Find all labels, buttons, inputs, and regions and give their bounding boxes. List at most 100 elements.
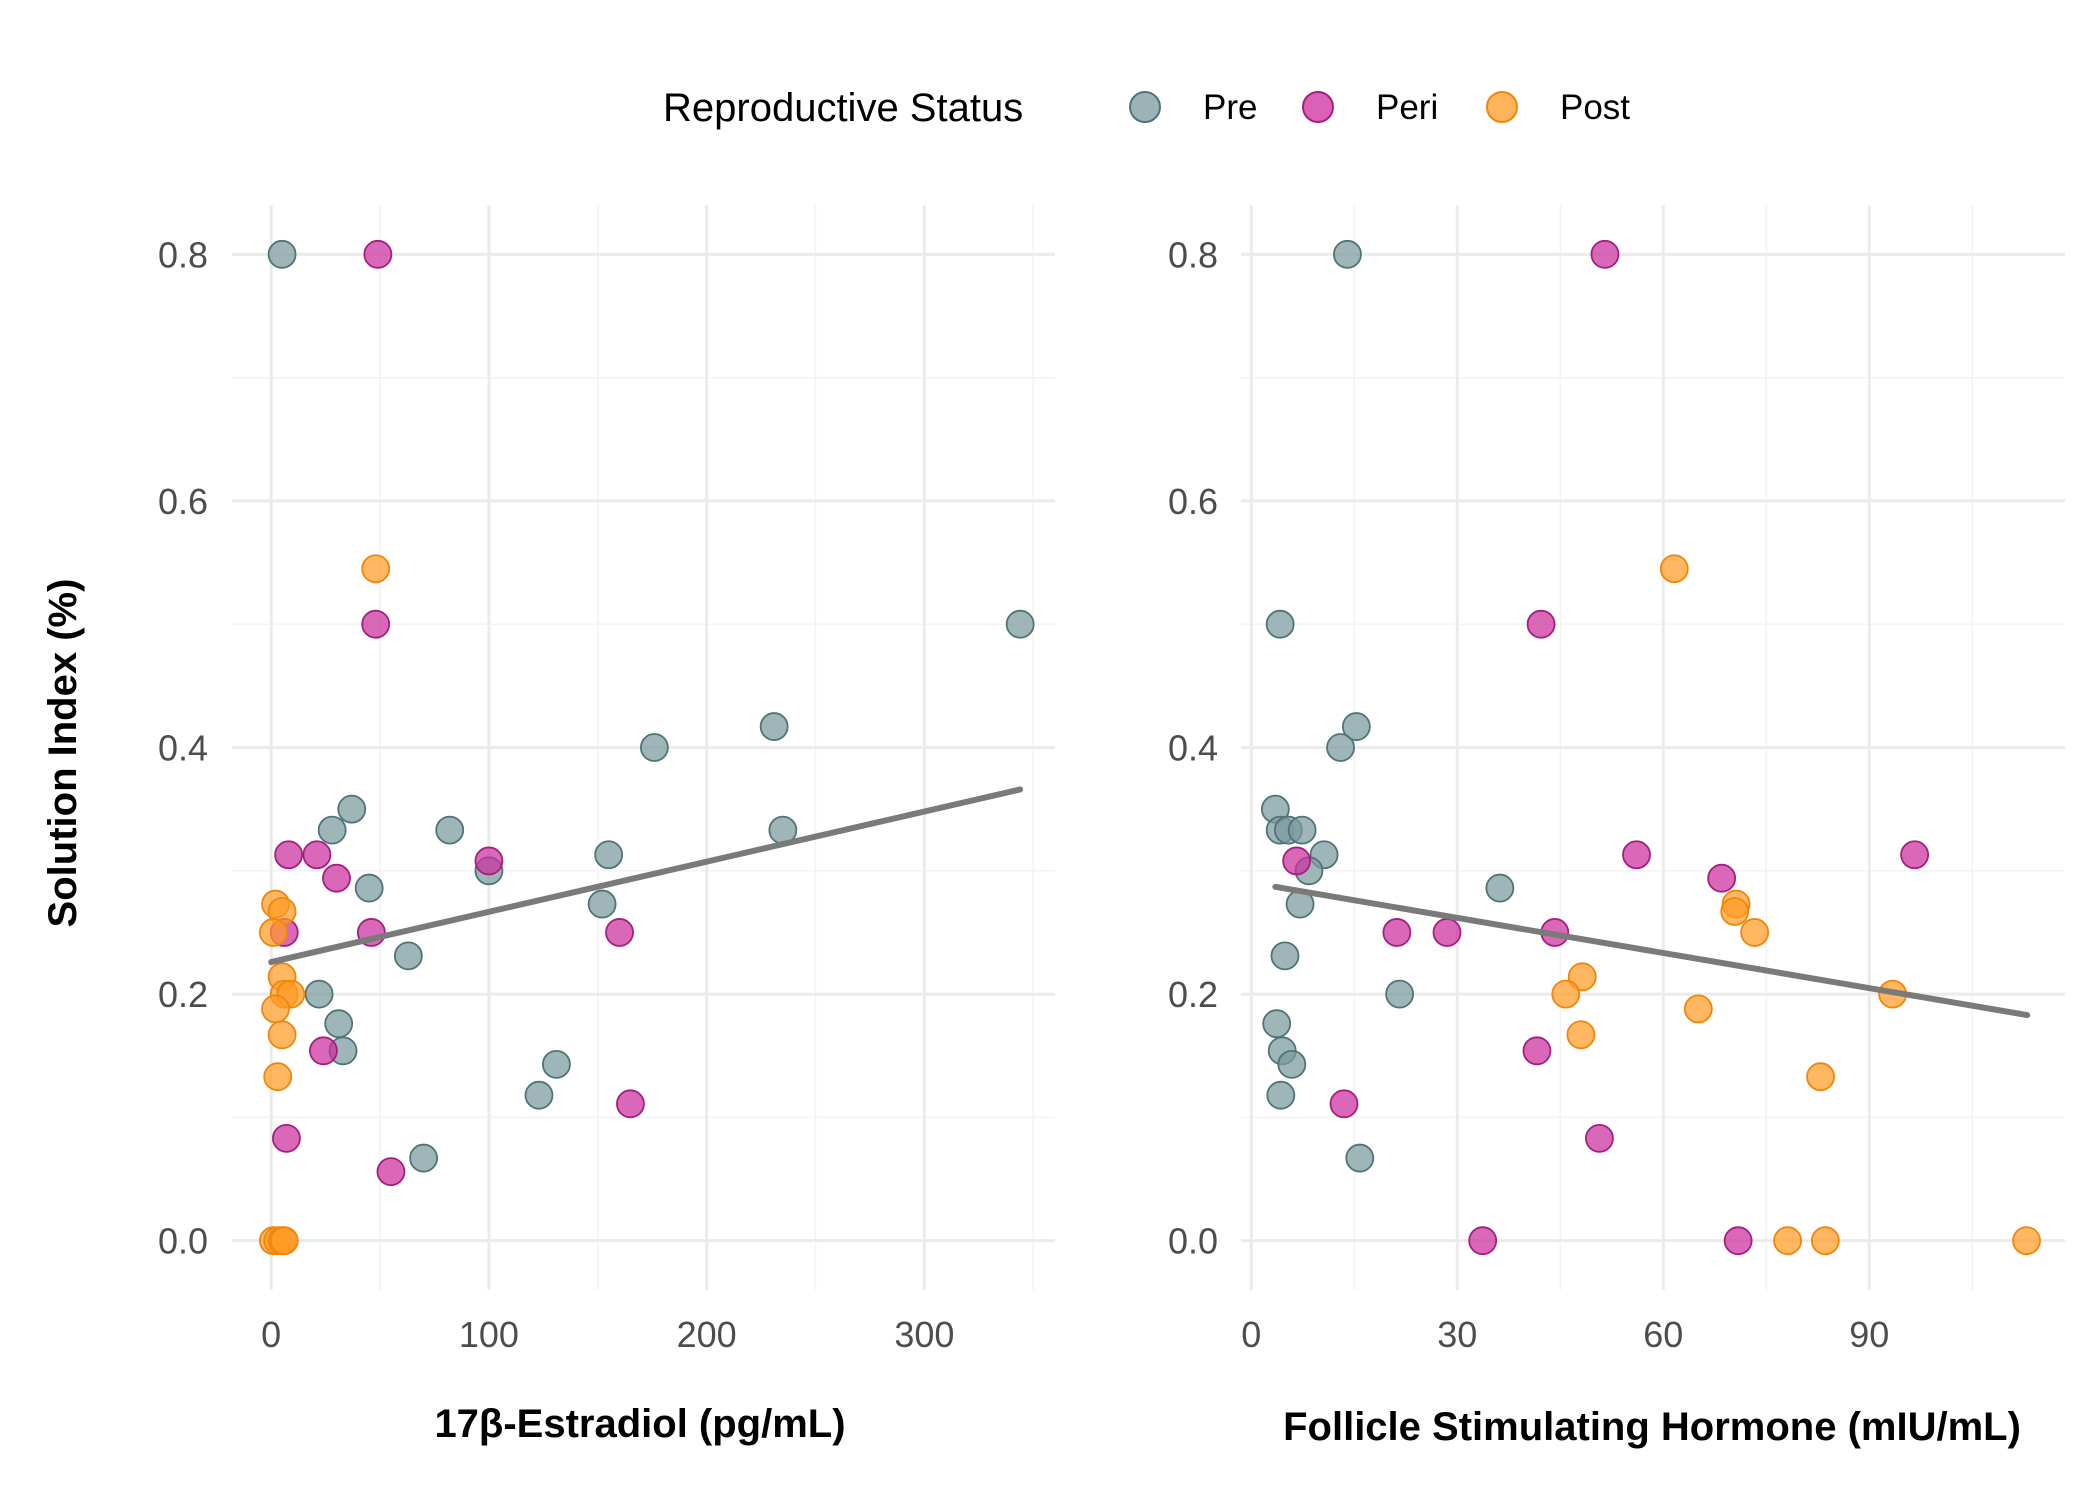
x-axis-title-estradiol: 17β-Estradiol (pg/mL) xyxy=(434,1402,845,1446)
x-tick-label: 30 xyxy=(1437,1314,1477,1355)
y-tick-label: 0.4 xyxy=(158,728,208,769)
point-pre xyxy=(267,239,297,269)
y-tick-label: 0.0 xyxy=(1168,1221,1218,1262)
point-post xyxy=(267,1020,297,1050)
panel-estradiol: 0.0 0.2 0.4 0.6 0.8 0 100 200 300 xyxy=(158,205,1055,1355)
gridlines xyxy=(1241,205,2065,1290)
point-peri xyxy=(1432,918,1462,947)
point-pre xyxy=(1270,941,1300,971)
y-tick-label: 0.8 xyxy=(1168,234,1218,275)
point-peri xyxy=(605,918,634,947)
point-pre xyxy=(1333,239,1362,269)
point-pre xyxy=(1262,1009,1292,1039)
point-pre xyxy=(409,1143,438,1173)
point-pre xyxy=(1266,1080,1296,1110)
point-pre xyxy=(324,1009,354,1039)
y-tick-label: 0.2 xyxy=(1168,974,1218,1015)
legend-key-post xyxy=(1486,91,1518,123)
point-pre xyxy=(1341,712,1371,741)
y-tick-label: 0.6 xyxy=(158,481,208,522)
point-peri xyxy=(1526,609,1556,639)
point-post xyxy=(258,918,288,947)
point-peri xyxy=(1382,918,1412,947)
x-axis-title-fsh: Follicle Stimulating Hormone (mIU/mL) xyxy=(1283,1405,2021,1449)
legend-items: Pre Peri Post xyxy=(1129,88,1630,127)
point-pre xyxy=(337,794,367,824)
point-peri xyxy=(1585,1123,1614,1153)
y-axis-title: Solution Index (%) xyxy=(41,579,85,928)
point-post xyxy=(261,994,290,1024)
point-pre xyxy=(354,873,384,903)
point-post xyxy=(361,554,391,584)
point-peri xyxy=(376,1157,406,1187)
point-peri xyxy=(1329,1089,1359,1119)
x-tick-label: 0 xyxy=(261,1314,281,1355)
point-pre xyxy=(587,889,617,919)
trend-line xyxy=(268,786,1024,966)
point-post xyxy=(1773,1226,1802,1256)
legend-title: Reproductive Status xyxy=(663,86,1023,130)
point-pre xyxy=(1345,1143,1375,1173)
point-post xyxy=(1720,897,1750,926)
point-post xyxy=(2012,1226,2041,1256)
point-post xyxy=(1551,979,1581,1009)
point-peri xyxy=(616,1089,645,1119)
point-peri xyxy=(1900,840,1930,870)
point-pre xyxy=(524,1080,554,1110)
point-peri xyxy=(1707,863,1737,893)
point-post xyxy=(269,1226,299,1256)
point-post xyxy=(1810,1226,1840,1256)
point-post xyxy=(263,1062,293,1092)
point-peri xyxy=(1522,1036,1552,1066)
point-pre xyxy=(435,815,465,845)
point-post xyxy=(1659,554,1689,584)
legend-label-peri: Peri xyxy=(1376,88,1438,127)
point-pre xyxy=(393,941,423,971)
point-peri xyxy=(474,846,504,876)
x-tick-label: 300 xyxy=(894,1314,954,1355)
point-post xyxy=(1683,994,1713,1024)
point-peri xyxy=(1622,840,1651,870)
y-tick-label: 0.6 xyxy=(1168,481,1218,522)
point-pre xyxy=(759,712,789,741)
point-pre xyxy=(1277,1049,1307,1079)
gridlines xyxy=(232,205,1055,1290)
point-peri xyxy=(1723,1226,1753,1256)
point-peri xyxy=(1468,1226,1498,1256)
legend: Reproductive Status Pre Peri Post xyxy=(663,86,1630,130)
point-pre xyxy=(594,840,624,870)
data-points xyxy=(258,239,1035,1256)
x-tick-label: 0 xyxy=(1241,1314,1261,1355)
point-post xyxy=(1740,918,1770,947)
point-pre xyxy=(1005,609,1035,639)
point-post xyxy=(1566,1020,1596,1050)
y-tick-label: 0.2 xyxy=(158,974,208,1015)
point-pre xyxy=(542,1049,571,1079)
point-peri xyxy=(322,863,351,893)
point-pre xyxy=(1485,873,1515,903)
point-peri xyxy=(361,609,391,639)
trend-line xyxy=(1272,883,2031,1019)
point-peri xyxy=(274,840,304,870)
point-peri xyxy=(1590,239,1620,269)
point-peri xyxy=(363,239,393,269)
x-tick-label: 200 xyxy=(677,1314,737,1355)
y-tick-label: 0.8 xyxy=(158,234,208,275)
point-pre xyxy=(317,815,347,845)
data-points xyxy=(1260,239,2041,1256)
point-peri xyxy=(309,1036,338,1066)
x-tick-label: 90 xyxy=(1849,1314,1889,1355)
legend-label-post: Post xyxy=(1560,88,1630,127)
x-tick-label: 100 xyxy=(459,1314,519,1355)
point-pre xyxy=(304,979,334,1009)
point-pre xyxy=(1265,609,1295,639)
x-tick-label: 60 xyxy=(1643,1314,1683,1355)
point-peri xyxy=(1282,846,1312,876)
y-tick-label: 0.4 xyxy=(1168,728,1218,769)
legend-key-peri xyxy=(1302,91,1334,123)
point-pre xyxy=(1326,733,1355,762)
point-post xyxy=(1806,1062,1835,1092)
legend-label-pre: Pre xyxy=(1203,88,1257,127)
